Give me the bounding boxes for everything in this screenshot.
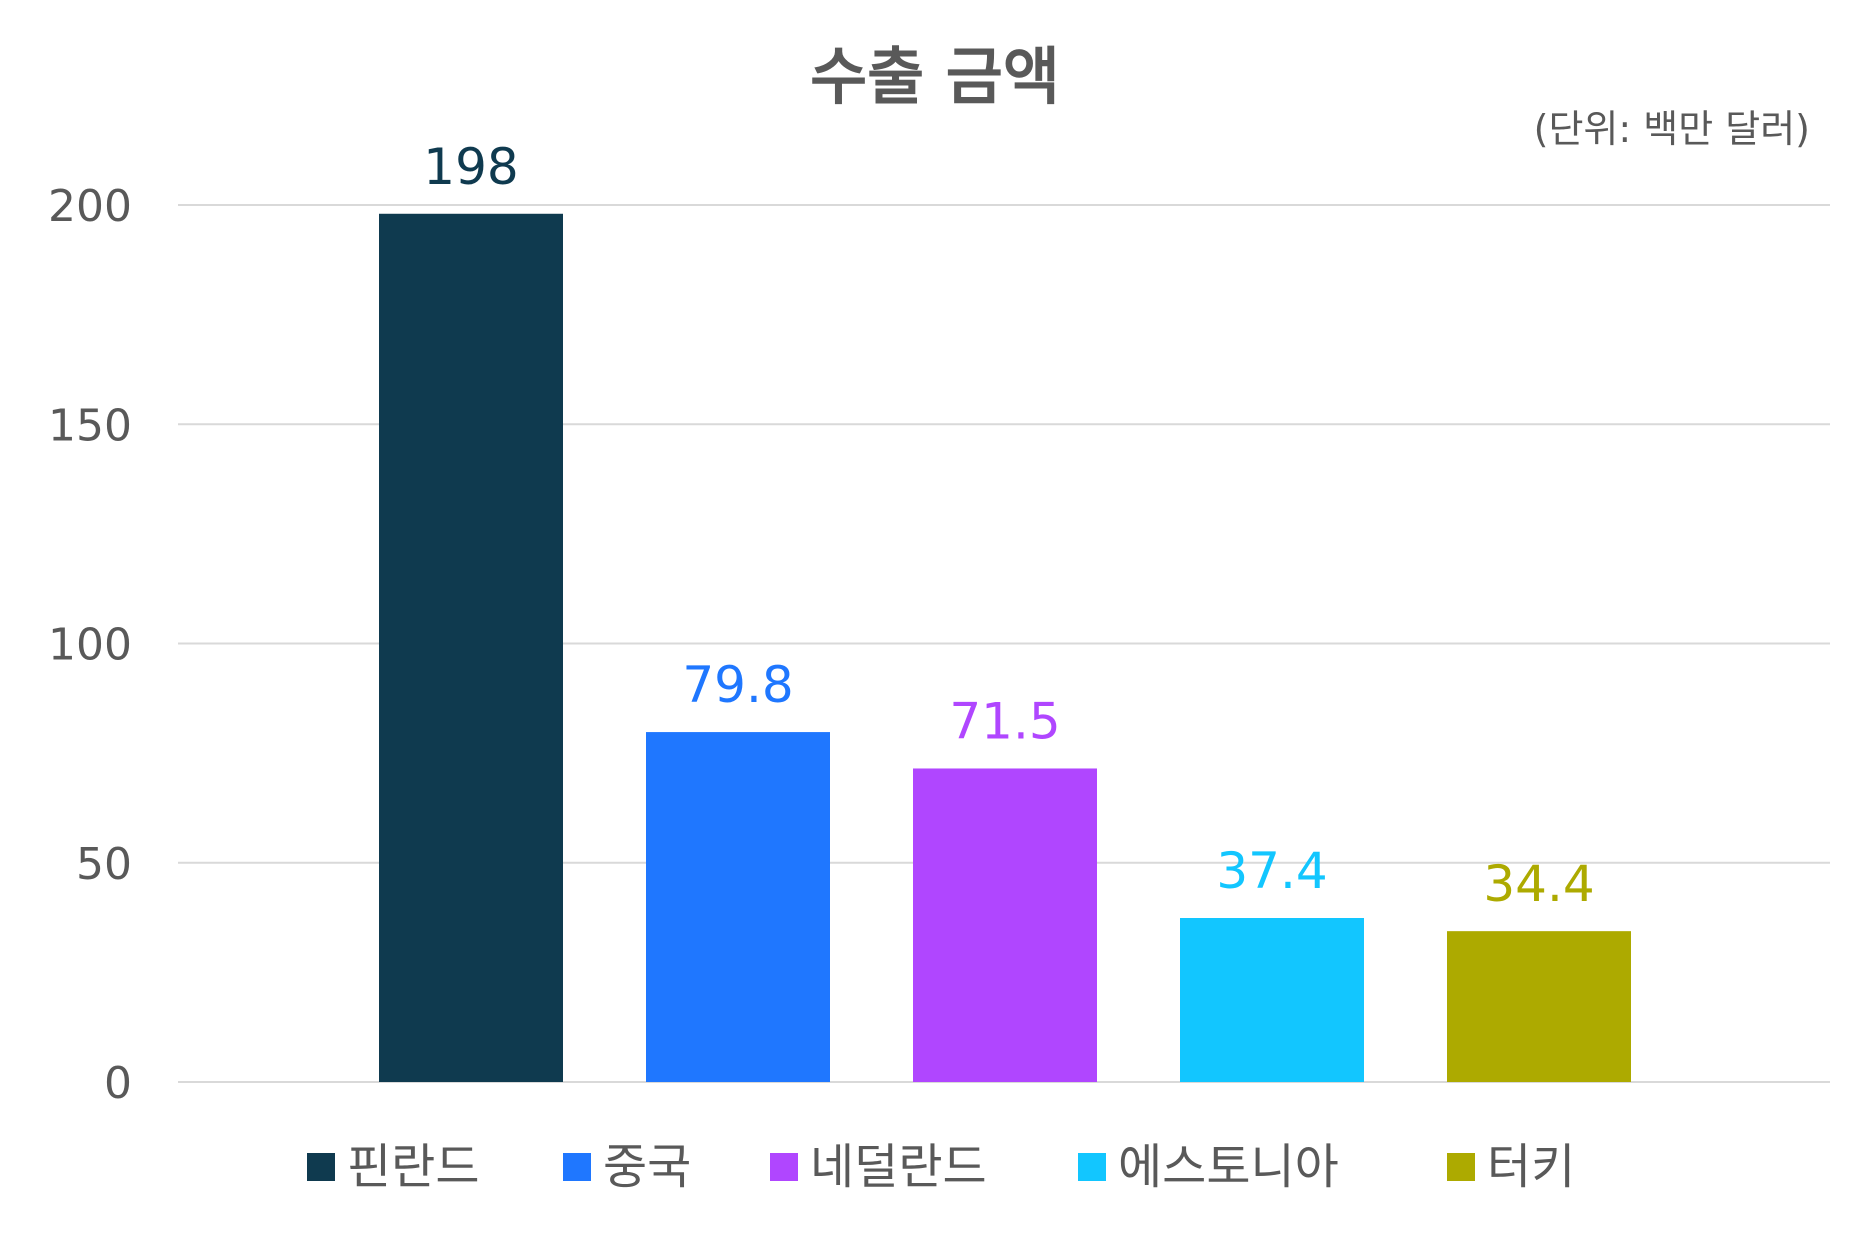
data-label: 37.4 [1216, 842, 1327, 900]
legend-label: 에스토니아 [1118, 1139, 1339, 1195]
unit-label: (단위: 백만 달러) [1534, 107, 1810, 151]
y-tick-label: 200 [48, 181, 132, 232]
data-label: 198 [423, 138, 518, 196]
bars [379, 213, 1631, 1082]
bar [1180, 918, 1364, 1082]
chart-title: 수출 금액 [810, 40, 1060, 113]
legend: 핀란드 중국 네덜란드 에스토니아 터키 [307, 1139, 1575, 1195]
legend-swatch [770, 1153, 798, 1181]
y-axis-ticks: 0 50 100 150 200 [48, 181, 132, 1109]
y-tick-label: 100 [48, 620, 132, 671]
bar [1447, 931, 1631, 1082]
legend-swatch [563, 1153, 591, 1181]
data-label: 79.8 [682, 656, 793, 714]
legend-label: 네덜란드 [810, 1139, 987, 1195]
legend-swatch [307, 1153, 335, 1181]
legend-label: 터키 [1487, 1139, 1575, 1195]
data-labels: 198 79.8 71.5 37.4 34.4 [423, 138, 1594, 913]
legend-label: 중국 [603, 1139, 691, 1195]
data-label: 71.5 [949, 692, 1060, 750]
legend-swatch [1447, 1153, 1475, 1181]
y-tick-label: 50 [76, 839, 132, 890]
y-tick-label: 150 [48, 400, 132, 451]
y-tick-label: 0 [104, 1058, 132, 1109]
data-label: 34.4 [1483, 855, 1594, 913]
bar [913, 768, 1097, 1082]
bar [646, 732, 830, 1082]
bar [379, 213, 563, 1082]
legend-swatch [1078, 1153, 1106, 1181]
legend-label: 핀란드 [347, 1139, 479, 1195]
